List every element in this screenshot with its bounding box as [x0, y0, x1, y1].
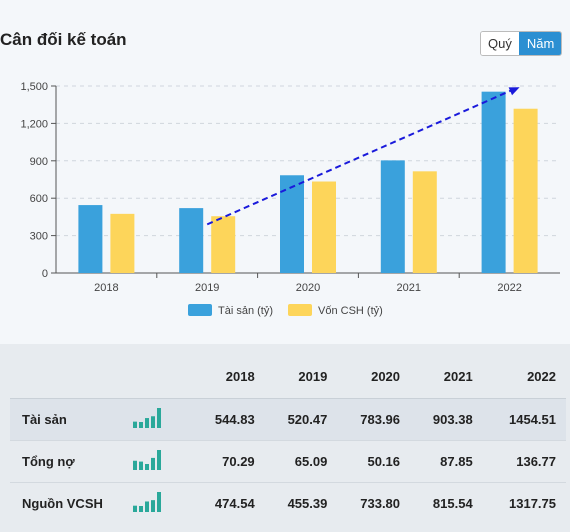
cell-value: 520.47 [264, 398, 338, 440]
y-tick-label: 900 [30, 156, 48, 168]
sparkline-icon [132, 439, 192, 482]
cell-value: 544.83 [192, 398, 265, 440]
legend-swatch-von-csh [288, 304, 312, 316]
cell-value: 733.80 [337, 481, 411, 524]
sparkline-bar [133, 505, 137, 512]
year-toggle-button[interactable]: Năm [518, 32, 562, 55]
sparkline-bar [151, 499, 155, 512]
bar-tai-san [78, 205, 103, 273]
cell-value: 136.77 [482, 439, 566, 482]
sparkline-icon [132, 481, 192, 524]
y-tick-label: 300 [30, 231, 48, 243]
table-header-row: 2018 2019 2020 2021 2022 [10, 356, 566, 399]
bar-von-csh [412, 171, 437, 273]
y-tick-label: 0 [42, 268, 48, 280]
sparkline-bar [139, 421, 143, 428]
header-year: 2022 [482, 356, 566, 399]
sparkline-chart [133, 407, 161, 428]
header-year: 2019 [264, 356, 338, 399]
row-label: Tài sản [10, 398, 132, 440]
legend-label-von-csh: Vốn CSH (tỷ) [318, 305, 383, 317]
sparkline-bar [157, 407, 161, 428]
x-tick-label: 2022 [497, 282, 521, 294]
sparkline-bar [145, 417, 149, 428]
sparkline-chart [133, 491, 161, 512]
x-tick-label: 2020 [296, 282, 320, 294]
header-empty [10, 356, 132, 399]
bar-von-csh [312, 181, 336, 273]
bar-tai-san [179, 208, 204, 273]
sparkline-bar [157, 449, 161, 470]
sparkline-bar [133, 421, 137, 428]
bar-tai-san [380, 160, 405, 273]
x-tick-label: 2018 [94, 282, 118, 294]
row-label: Tổng nợ [10, 439, 132, 482]
bar-von-csh [513, 108, 538, 273]
x-tick-label: 2021 [397, 282, 421, 294]
table-row[interactable]: Tài sản 544.83 520.47 783.96 903.38 1454… [10, 398, 566, 440]
period-toggle: Quý Năm [480, 31, 563, 56]
cell-value: 783.96 [337, 398, 411, 440]
legend-swatch-tai-san [188, 304, 212, 316]
sparkline-icon [132, 398, 192, 440]
row-label: Nguồn VCSH [10, 481, 132, 524]
cell-value: 903.38 [410, 398, 483, 440]
header-year: 2018 [192, 356, 265, 399]
cell-value: 70.29 [192, 439, 265, 482]
header-year: 2020 [337, 356, 411, 399]
sparkline-bar [139, 461, 143, 470]
cell-value: 1317.75 [482, 481, 566, 524]
cell-value: 50.16 [337, 439, 411, 482]
page-title: Cân đối kế toán [0, 30, 127, 49]
cell-value: 65.09 [264, 439, 338, 482]
balance-sheet-chart: 0 300 600 900 1,200 1,500 2018 2019 2020 2021 2022… [20, 81, 560, 317]
table-row[interactable]: Nguồn VCSH 474.54 455.39 733.80 815.54 1… [10, 481, 566, 524]
balance-sheet-table-area: 2018 2019 2020 2021 2022 Tài sản 544.83 … [0, 344, 570, 532]
cell-value: 455.39 [264, 481, 338, 524]
sparkline-bar [151, 457, 155, 470]
cell-value: 474.54 [192, 481, 265, 524]
balance-sheet-table: 2018 2019 2020 2021 2022 Tài sản 544.83 … [10, 356, 566, 524]
y-tick-label: 1,500 [20, 81, 48, 93]
sparkline-chart [133, 449, 161, 470]
cell-value: 1454.51 [482, 398, 566, 440]
y-tick-label: 1,200 [20, 118, 48, 130]
legend-label-tai-san: Tài sản (tỷ) [218, 305, 273, 317]
sparkline-bar [151, 415, 155, 428]
sparkline-bar [139, 505, 143, 512]
sparkline-bar [157, 491, 161, 512]
header-empty-spark [132, 356, 192, 399]
bar-tai-san [481, 91, 506, 274]
bar-von-csh [110, 213, 135, 273]
y-tick-label: 600 [30, 193, 48, 205]
cell-value: 87.85 [410, 439, 483, 482]
sparkline-bar [133, 460, 137, 470]
cell-value: 815.54 [410, 481, 483, 524]
trend-arrow-line [206, 89, 513, 226]
sparkline-bar [145, 501, 149, 512]
header-year: 2021 [410, 356, 483, 399]
quarter-toggle-button[interactable]: Quý [481, 32, 519, 55]
table-row[interactable]: Tổng nợ 70.29 65.09 50.16 87.85 136.77 [10, 439, 566, 482]
bar-von-csh [211, 216, 236, 273]
sparkline-bar [145, 463, 149, 470]
trend-arrow-head [508, 87, 520, 96]
x-tick-label: 2019 [195, 282, 219, 294]
